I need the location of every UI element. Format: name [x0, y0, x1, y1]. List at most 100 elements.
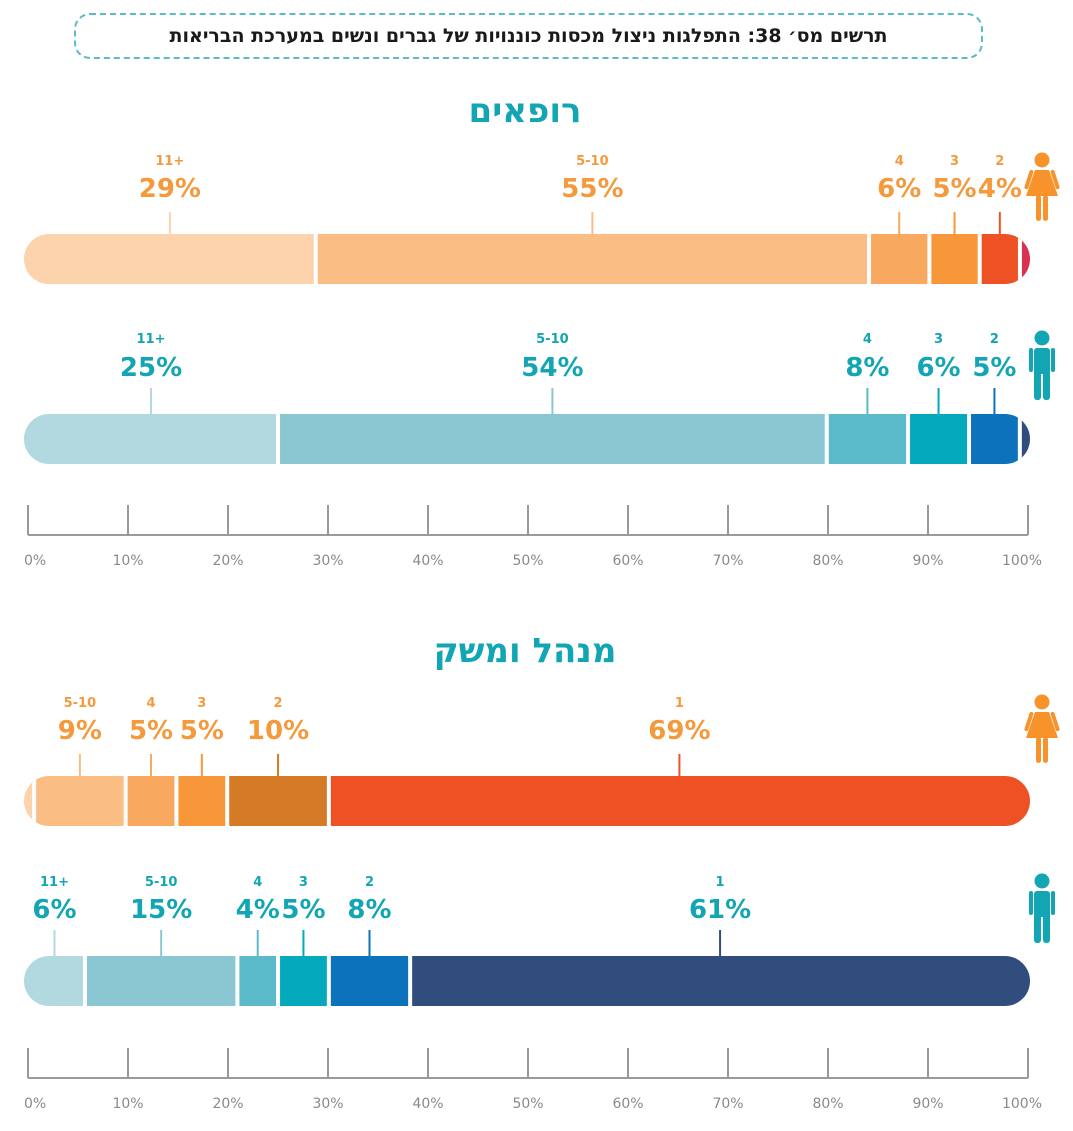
- category-label: 3: [197, 696, 206, 711]
- category-label: 3: [299, 875, 308, 890]
- axis-tick-label: 50%: [512, 1096, 543, 1112]
- icon-dress: [1026, 712, 1058, 738]
- segment-divider: [977, 234, 982, 284]
- category-label: 2: [990, 332, 999, 347]
- segment-11+: [24, 776, 35, 826]
- category-label: 2: [995, 154, 1004, 169]
- icon-arm: [1051, 348, 1055, 372]
- icon-arm: [1029, 891, 1033, 915]
- icon-head: [1034, 330, 1050, 346]
- bar-male: [24, 956, 1030, 1006]
- category-label: 11+: [40, 875, 69, 890]
- pct-label: 5%: [180, 716, 224, 746]
- icon-arm: [1029, 348, 1033, 372]
- category-label: 5-10: [145, 875, 178, 890]
- segment-divider: [967, 414, 972, 464]
- bar-male: [24, 414, 1030, 464]
- segment-4: [826, 414, 909, 464]
- pct-label: 6%: [32, 895, 76, 925]
- segment-5-10: [278, 414, 827, 464]
- axis-tick-label: 0%: [24, 553, 46, 569]
- segment-1: [1019, 234, 1030, 284]
- x-axis: 0% 10% 20% 30% 40% 50% 60% 70% 80% 90% 100%: [24, 505, 1042, 569]
- pct-label: 6%: [916, 353, 960, 383]
- segment-divider: [225, 776, 230, 826]
- icon-leg: [1034, 913, 1041, 943]
- axis-tick-label: 10%: [112, 1096, 143, 1112]
- bar-female: [24, 776, 1030, 826]
- segment-divider: [906, 414, 911, 464]
- axis-tick-label: 40%: [412, 1096, 443, 1112]
- segment-3: [929, 234, 980, 284]
- icon-leg: [1043, 195, 1048, 221]
- man-icon: [1029, 330, 1055, 400]
- segment-3: [278, 956, 329, 1006]
- icon-dress: [1026, 170, 1058, 196]
- pct-label: 15%: [130, 895, 192, 925]
- bar-female: [24, 234, 1030, 284]
- icon-head: [1034, 873, 1050, 889]
- segment-divider: [824, 414, 829, 464]
- axis-tick-label: 90%: [912, 553, 943, 569]
- axis-tick-label: 100%: [1002, 553, 1042, 569]
- segment-2: [969, 414, 1020, 464]
- pct-label: 5%: [129, 716, 173, 746]
- segment-divider: [32, 776, 37, 826]
- icon-torso: [1034, 348, 1050, 374]
- category-label: 4: [253, 875, 262, 890]
- segment-divider: [927, 234, 932, 284]
- axis-tick-label: 20%: [212, 1096, 243, 1112]
- axis-tick-label: 30%: [312, 1096, 343, 1112]
- segment-11+: [24, 234, 316, 284]
- icon-leg: [1036, 195, 1041, 221]
- segment-divider: [123, 776, 128, 826]
- segment-divider: [326, 776, 331, 826]
- axis-tick-label: 100%: [1002, 1096, 1042, 1112]
- segment-11+: [24, 956, 85, 1006]
- icon-torso: [1034, 891, 1050, 917]
- icon-head: [1034, 152, 1050, 168]
- pct-label: 4%: [236, 895, 280, 925]
- group-title: רופאים: [469, 91, 582, 131]
- segment-2: [979, 234, 1020, 284]
- segment-divider: [326, 956, 331, 1006]
- axis-tick-label: 0%: [24, 1096, 46, 1112]
- pct-label: 10%: [247, 716, 309, 746]
- icon-arm: [1024, 169, 1034, 190]
- chart-title: תרשים מס׳ 38: התפלגות ניצול מכסות כוננוי…: [74, 13, 983, 59]
- group-title: מנהל ומשק: [434, 631, 617, 671]
- segment-divider: [82, 956, 87, 1006]
- pct-label: 61%: [689, 895, 751, 925]
- icon-arm: [1051, 891, 1055, 915]
- segment-2: [328, 956, 411, 1006]
- segment-divider: [174, 776, 179, 826]
- category-label: 4: [146, 696, 155, 711]
- pct-label: 8%: [347, 895, 391, 925]
- pct-label: 5%: [281, 895, 325, 925]
- axis-tick-label: 20%: [212, 553, 243, 569]
- pct-label: 6%: [877, 174, 921, 204]
- segment-divider: [408, 956, 413, 1006]
- woman-icon: [1024, 152, 1060, 221]
- category-label: 4: [863, 332, 872, 347]
- icon-arm: [1050, 169, 1060, 190]
- axis-tick-label: 80%: [812, 1096, 843, 1112]
- segment-4: [237, 956, 279, 1006]
- segment-5-10: [84, 956, 238, 1006]
- icon-arm: [1050, 711, 1060, 732]
- axis-tick-label: 40%: [412, 553, 443, 569]
- segment-4: [869, 234, 930, 284]
- pct-label: 55%: [561, 174, 623, 204]
- segment-divider: [1017, 414, 1022, 464]
- icon-leg: [1043, 370, 1050, 400]
- category-label: 5-10: [64, 696, 97, 711]
- axis-tick-label: 70%: [712, 553, 743, 569]
- segment-1: [410, 956, 1030, 1006]
- segment-divider: [276, 414, 281, 464]
- segment-1: [1019, 414, 1030, 464]
- segment-11+: [24, 414, 279, 464]
- icon-leg: [1036, 737, 1041, 763]
- icon-head: [1034, 694, 1050, 710]
- axis-tick-label: 90%: [912, 1096, 943, 1112]
